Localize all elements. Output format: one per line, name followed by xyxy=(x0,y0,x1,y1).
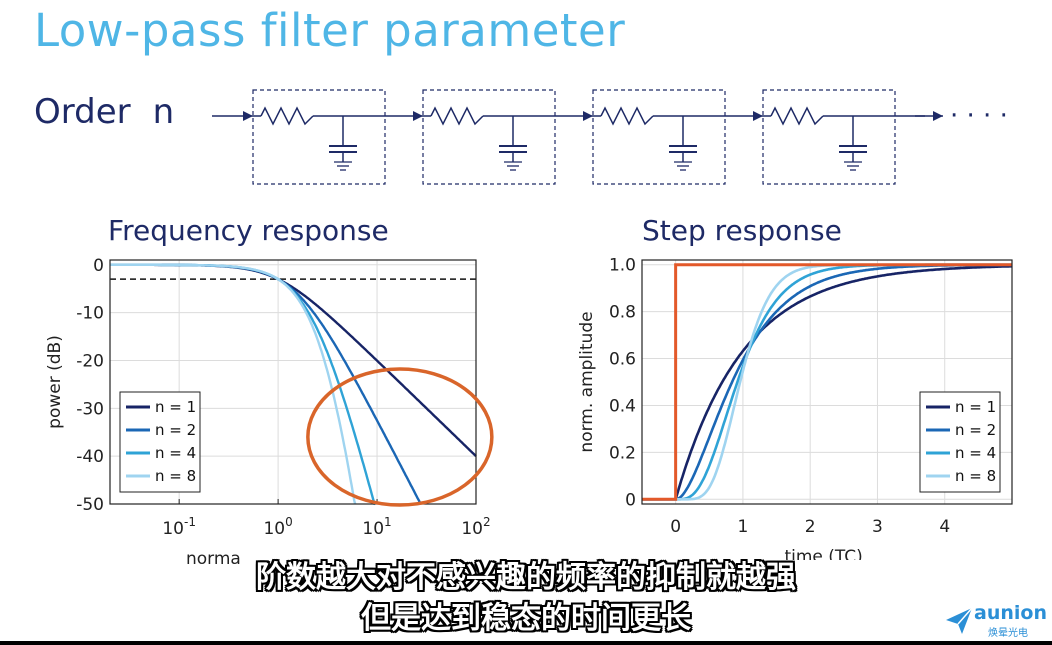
x-tick-label: 4 xyxy=(939,517,950,537)
y-tick-label: 0 xyxy=(93,256,104,276)
step-response-chart: 0 1 2 3 4 0 0.2 0.4 0.6 0.8 1.0 norm. amplitude time… xyxy=(577,256,1013,560)
y-tick-label: -30 xyxy=(76,399,104,419)
x-tick-label: 2 xyxy=(805,517,816,537)
y-tick-label: -50 xyxy=(76,495,104,515)
order-symbol: n xyxy=(152,92,175,132)
y-tick-label: -20 xyxy=(76,351,104,371)
arrow-icon xyxy=(753,111,763,121)
y-tick-label: 0.8 xyxy=(609,303,636,323)
arrow-icon xyxy=(583,111,593,121)
legend-label: n = 4 xyxy=(155,444,196,462)
legend-label: n = 1 xyxy=(155,398,196,416)
order-label: Order n xyxy=(34,92,174,132)
legend: n = 1 n = 2 n = 4 n = 8 xyxy=(119,391,201,493)
rc-filter-chain-diagram: · · · · xyxy=(212,89,1008,185)
legend-label: n = 2 xyxy=(155,421,196,439)
plot-frame xyxy=(109,259,477,505)
series-line-n1 xyxy=(642,265,1012,501)
ellipsis: · · · · xyxy=(950,101,1008,131)
x-axis-label: norma xyxy=(186,549,241,569)
legend-label: n = 1 xyxy=(955,398,996,416)
y-tick-label: 0.6 xyxy=(609,350,636,370)
resistor-icon xyxy=(770,106,824,126)
x-axis-label: time (TC) xyxy=(784,547,862,560)
y-tick-label: -40 xyxy=(76,447,104,467)
arrow-icon xyxy=(933,111,943,121)
y-axis-label: power (dB) xyxy=(45,335,65,429)
paper-plane-icon xyxy=(946,607,973,634)
step-response-title: Step response xyxy=(642,214,842,247)
legend-label: n = 2 xyxy=(955,421,996,439)
stage-box xyxy=(592,89,726,185)
legend-label: n = 4 xyxy=(955,444,996,462)
series-line-n8 xyxy=(110,263,357,505)
input-step-line xyxy=(642,263,1012,501)
x-tick-label: 102 xyxy=(461,515,490,539)
resistor-icon xyxy=(600,106,654,126)
x-tick-label: 0 xyxy=(670,517,681,537)
x-tick-label: 100 xyxy=(263,515,292,539)
resistor-icon xyxy=(430,106,484,126)
y-tick-label: 0 xyxy=(625,490,636,510)
stage-box xyxy=(252,89,386,185)
highlight-ellipse xyxy=(306,367,494,507)
bottom-bar xyxy=(0,641,1052,645)
frequency-response-chart: 10-1 100 101 102 0 -10 -20 -30 -40 -50 power (dB) n… xyxy=(45,256,494,569)
y-tick-label: 0.4 xyxy=(609,396,636,416)
legend-label: n = 8 xyxy=(155,467,196,485)
logo-sub: 焕晕光电 xyxy=(988,628,1028,639)
y-tick-label: -10 xyxy=(76,304,104,324)
x-tick-label: 3 xyxy=(872,517,883,537)
order-text: Order xyxy=(34,92,131,132)
subtitle-line-1: 阶数越大对不感兴趣的频率的抑制就越强 xyxy=(256,560,796,595)
stage-box xyxy=(422,89,556,185)
page-title: Low-pass filter parameter xyxy=(34,4,626,57)
logo-brand: aunion xyxy=(974,602,1047,624)
frequency-response-title: Frequency response xyxy=(108,214,389,247)
arrow-icon xyxy=(243,111,253,121)
y-tick-label: 0.2 xyxy=(609,443,636,463)
x-tick-label: 101 xyxy=(362,515,391,539)
resistor-icon xyxy=(260,106,314,126)
y-axis-label: norm. amplitude xyxy=(577,311,597,452)
y-tick-label: 1.0 xyxy=(609,256,636,276)
arrow-icon xyxy=(413,111,423,121)
subtitle-line-2: 但是达到稳态的时间更长 xyxy=(361,601,691,636)
legend: n = 1 n = 2 n = 4 n = 8 xyxy=(919,391,1001,493)
brand-logo: aunion 焕晕光电 xyxy=(944,602,1047,640)
legend-label: n = 8 xyxy=(955,467,996,485)
gridlines xyxy=(642,260,1012,504)
x-tick-label: 1 xyxy=(737,517,748,537)
stage-box xyxy=(762,89,896,185)
x-tick-label: 10-1 xyxy=(162,515,196,539)
plot-frame xyxy=(641,259,1013,505)
